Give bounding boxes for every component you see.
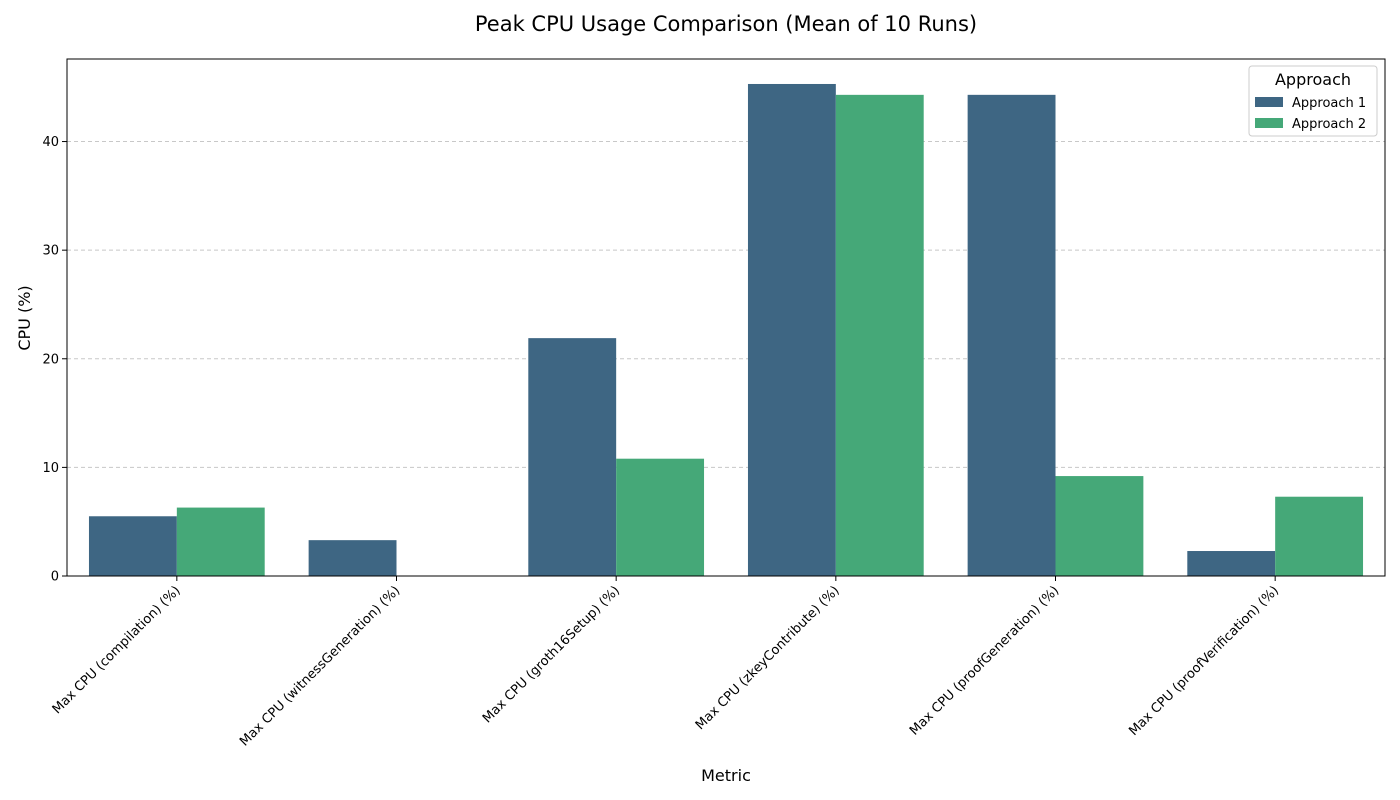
bar-approach-1 — [88, 516, 177, 576]
bar-approach-1 — [1187, 551, 1276, 576]
x-tick-label: Max CPU (compilation) (%) — [50, 583, 184, 717]
bar-approach-2 — [1055, 476, 1144, 576]
bar-approach-1 — [747, 83, 836, 577]
x-tick-label: Max CPU (zkeyContribute) (%) — [693, 583, 843, 733]
chart-title: Peak CPU Usage Comparison (Mean of 10 Ru… — [475, 12, 977, 36]
y-tick-label: 40 — [42, 135, 59, 150]
x-axis-label: Metric — [701, 766, 751, 785]
y-tick-label: 30 — [42, 244, 59, 259]
bar-approach-2 — [835, 94, 924, 576]
x-axis: Max CPU (compilation) (%) Max CPU (witnes… — [50, 576, 1282, 749]
grid-lines — [67, 141, 1385, 468]
legend-swatch — [1255, 118, 1283, 128]
bar-approach-1 — [528, 338, 617, 576]
x-tick-label: Max CPU (proofVerification) (%) — [1126, 583, 1282, 739]
legend-label: Approach 2 — [1292, 117, 1366, 132]
y-tick-label: 0 — [51, 570, 59, 585]
bar-approach-2 — [176, 507, 265, 576]
y-tick-label: 10 — [42, 461, 59, 476]
bar-approach-1 — [308, 540, 397, 576]
legend-swatch — [1255, 97, 1283, 107]
y-axis-label: CPU (%) — [15, 285, 34, 350]
legend-title: Approach — [1275, 70, 1351, 89]
x-tick-label: Max CPU (proofGeneration) (%) — [907, 583, 1062, 738]
y-axis: 0 10 20 30 40 — [42, 135, 67, 585]
plot-frame — [66, 58, 1386, 577]
bar-approach-2 — [616, 458, 705, 576]
bars — [88, 83, 1364, 577]
legend-label: Approach 1 — [1292, 96, 1366, 111]
x-tick-label: Max CPU (groth16Setup) (%) — [480, 583, 623, 726]
x-tick-label: Max CPU (witnessGeneration) (%) — [237, 583, 403, 749]
bar-approach-1 — [967, 94, 1056, 576]
legend: Approach Approach 1 Approach 2 — [1248, 65, 1378, 137]
bar-approach-2 — [1275, 496, 1364, 576]
y-tick-label: 20 — [42, 352, 59, 367]
